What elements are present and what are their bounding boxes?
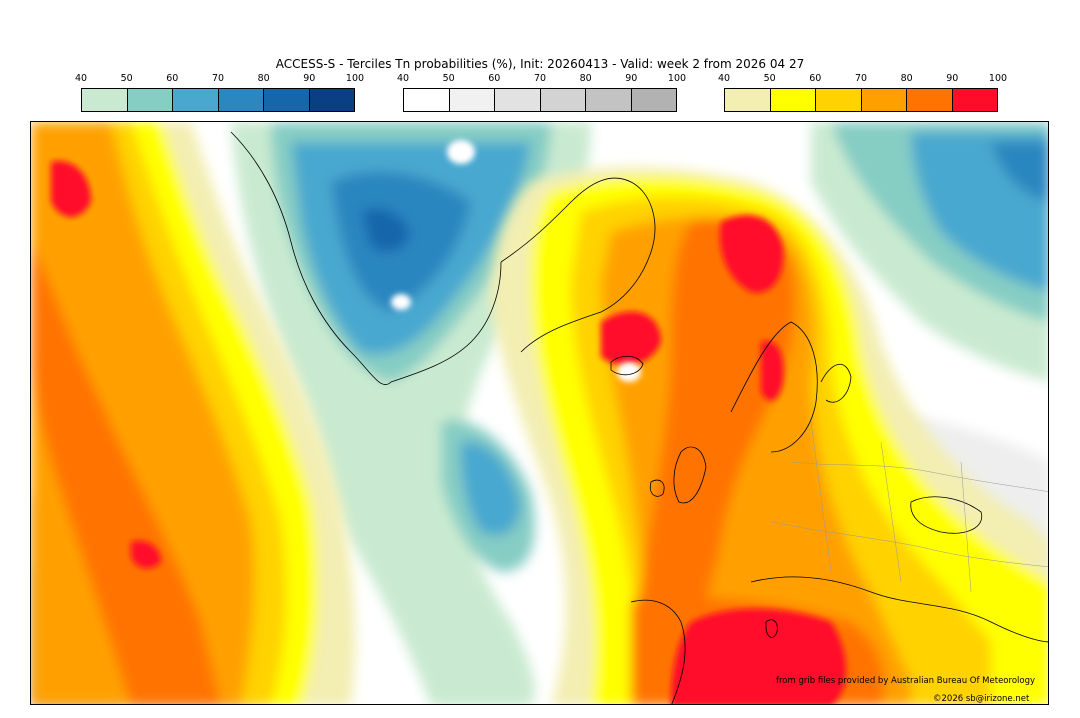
tick-label: 90 [303,73,316,84]
copyright-credit: ©2026 sb@irizone.net [933,694,1030,704]
color-swatch [631,89,676,111]
color-swatch [586,89,632,111]
tick-label: 100 [988,73,1008,84]
tick-label: 50 [763,73,776,84]
color-swatch [816,89,862,111]
tick-label: 70 [211,73,225,84]
color-swatch [309,89,354,111]
color-swatch [404,89,450,111]
white-spots [391,140,641,382]
above-90-cores [51,161,846,704]
color-swatch [218,89,264,111]
source-credit: from grib files provided by Australian B… [776,676,1036,686]
tick-label: 70 [854,73,868,84]
tick-label: 100 [667,73,687,84]
color-swatch [907,89,953,111]
map-title: ACCESS-S - Terciles Tn probabilities (%)… [275,57,805,71]
color-swatch [952,89,997,111]
coastlines [230,131,1048,704]
tick-label: 60 [166,73,179,84]
color-swatch [495,89,541,111]
tick-label: 60 [809,73,822,84]
country-borders [770,421,1048,593]
color-swatch [540,89,586,111]
tick-label: 80 [579,73,592,84]
tick-label: 50 [442,73,455,84]
probability-map [30,121,1049,705]
tick-label: 40 [74,73,88,84]
color-swatch [725,89,771,111]
color-swatch [173,89,219,111]
legend-above-colorbar [724,88,998,112]
legend-normal-colorbar [403,88,677,112]
legend-below-colorbar [81,88,355,112]
tick-label: 50 [120,73,133,84]
legend-normal-ticks: 40 50 60 70 80 90 100 [397,73,686,85]
color-swatch [127,89,173,111]
legend-above-ticks: 40 50 60 70 80 90 100 [718,73,1007,85]
below-regions [231,122,1048,704]
color-swatch [449,89,495,111]
color-swatch [861,89,907,111]
map-canvas [31,122,1048,704]
tick-label: 80 [257,73,270,84]
tick-label: 40 [396,73,410,84]
tick-label: 60 [488,73,501,84]
tick-label: 90 [946,73,959,84]
tick-label: 70 [533,73,547,84]
color-swatch [770,89,816,111]
tick-label: 40 [717,73,731,84]
tick-label: 100 [345,73,365,84]
tick-label: 90 [625,73,638,84]
legend-below-ticks: 40 50 60 70 80 90 100 [75,73,364,85]
color-swatch [82,89,128,111]
tick-label: 80 [900,73,913,84]
color-swatch [264,89,310,111]
